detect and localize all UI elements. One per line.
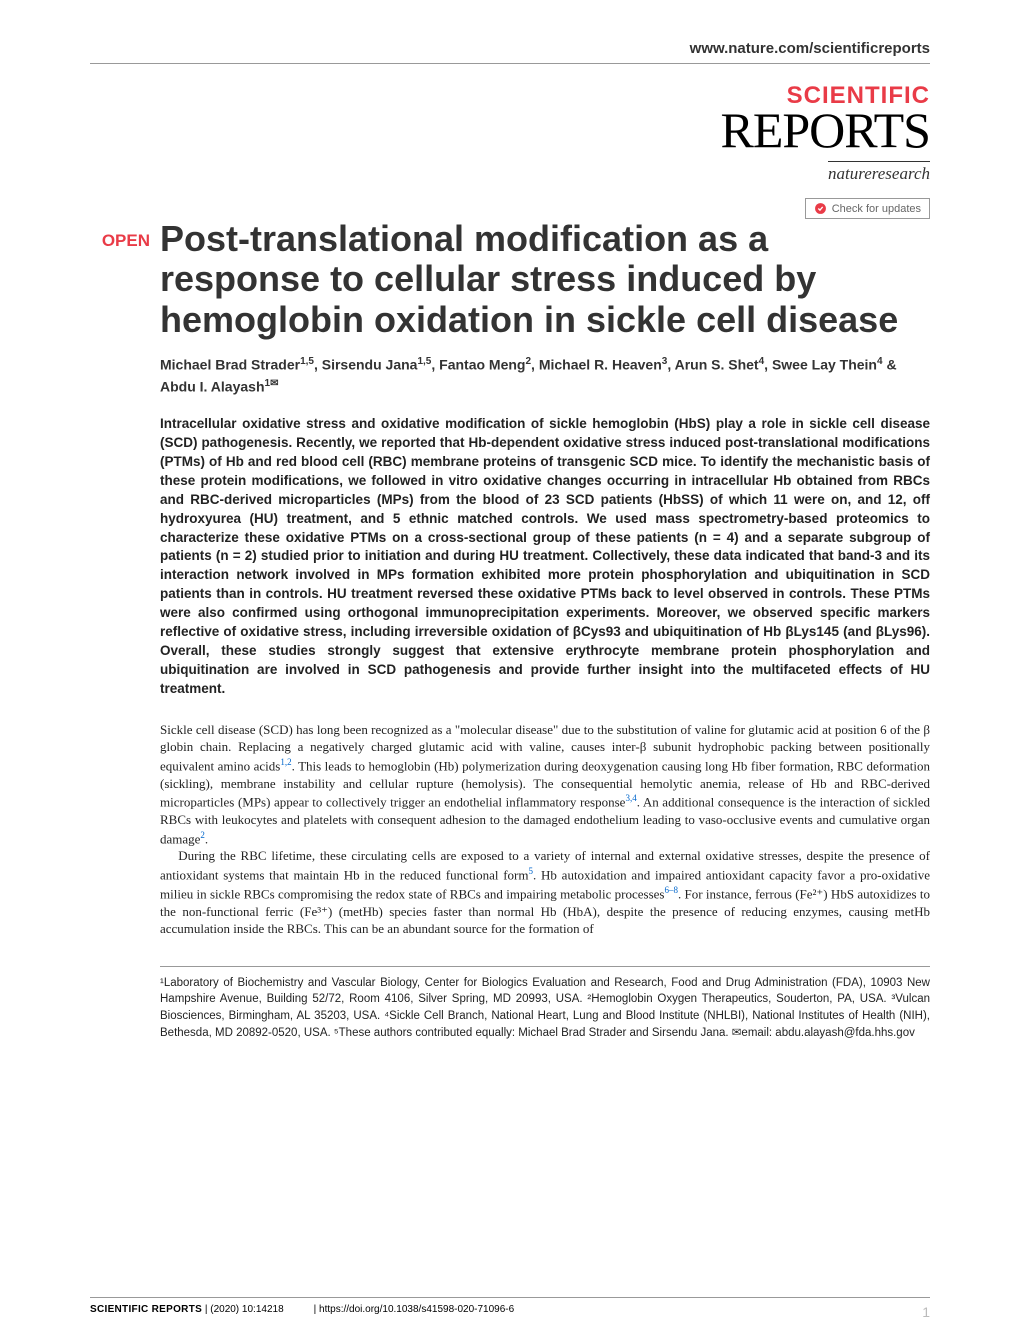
body-paragraph-2: During the RBC lifetime, these circulati…: [160, 847, 930, 937]
page-footer: SCIENTIFIC REPORTS | (2020) 10:14218 | h…: [90, 1297, 930, 1320]
citation-ref[interactable]: 3,4: [625, 793, 636, 803]
footer-doi[interactable]: https://doi.org/10.1038/s41598-020-71096…: [319, 1304, 514, 1315]
journal-logo: SCIENTIFIC REPORTS: [90, 84, 930, 153]
publisher-name: natureresearch: [828, 161, 930, 184]
citation-ref[interactable]: 6–8: [664, 885, 678, 895]
author-affiliations: ¹Laboratory of Biochemistry and Vascular…: [160, 966, 930, 1042]
open-access-badge: OPEN: [90, 219, 160, 251]
page-number: 1: [922, 1304, 930, 1320]
article-title: Post-translational modification as a res…: [160, 219, 930, 340]
body-paragraph-1: Sickle cell disease (SCD) has long been …: [160, 721, 930, 848]
footer-journal-name: SCIENTIFIC REPORTS: [90, 1304, 202, 1315]
author-list: Michael Brad Strader1,5, Sirsendu Jana1,…: [160, 354, 930, 397]
body-text: Sickle cell disease (SCD) has long been …: [160, 721, 930, 938]
site-url[interactable]: www.nature.com/scientificreports: [90, 40, 930, 64]
check-updates-label: Check for updates: [832, 203, 921, 215]
citation-ref[interactable]: 1,2: [280, 757, 291, 767]
footer-citation: (2020) 10:14218: [210, 1304, 283, 1315]
abstract-text: Intracellular oxidative stress and oxida…: [160, 415, 930, 698]
crossmark-icon: [814, 202, 827, 215]
logo-bottom-text: REPORTS: [90, 108, 930, 153]
check-updates-button[interactable]: Check for updates: [805, 198, 930, 219]
